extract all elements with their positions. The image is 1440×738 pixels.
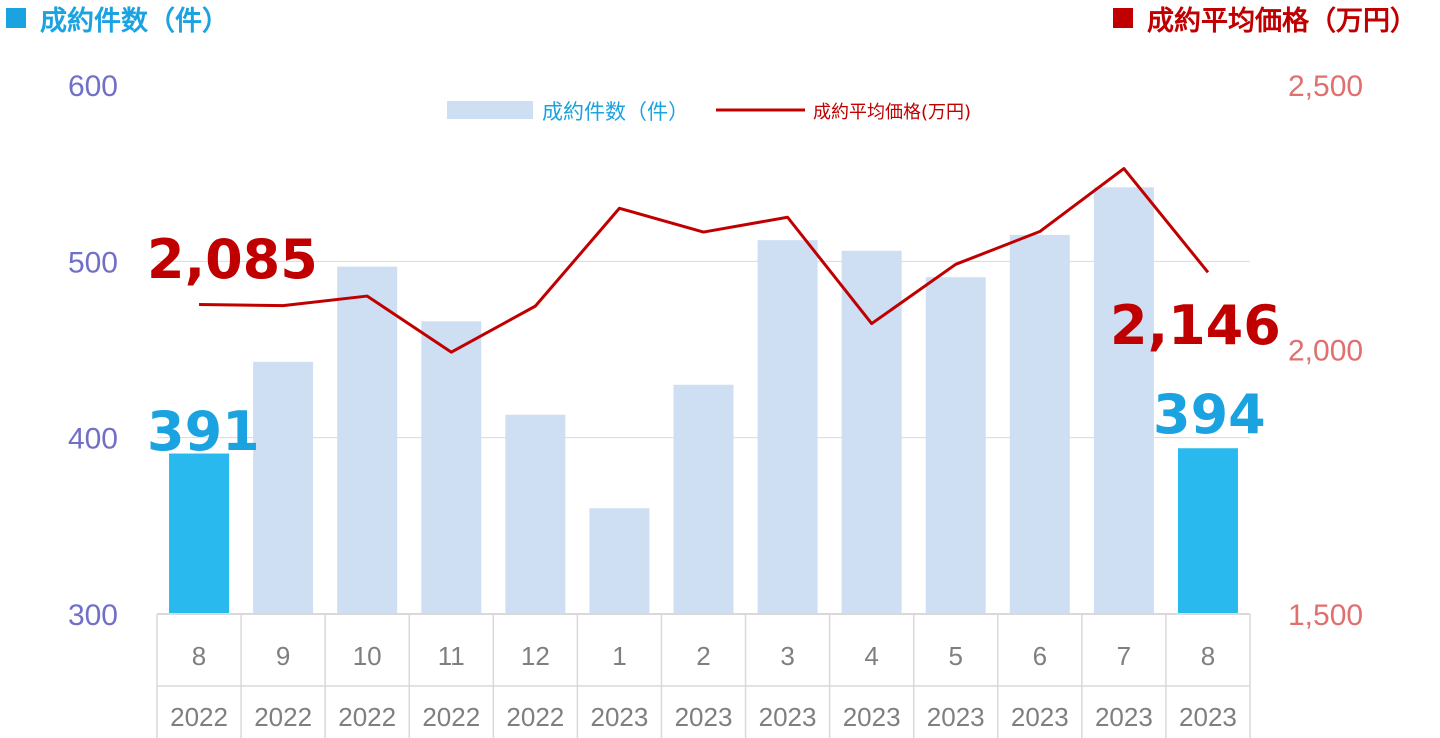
year-label: 2022 <box>422 702 480 732</box>
month-label: 7 <box>1117 641 1131 671</box>
left-axis-ticks: 300 400 500 600 <box>68 70 118 632</box>
right-tick-label: 2,500 <box>1288 70 1363 103</box>
month-label: 11 <box>438 641 465 671</box>
left-header-square-icon <box>6 8 26 28</box>
left-tick-label: 400 <box>68 423 118 456</box>
price-line <box>198 167 1210 354</box>
year-label: 2022 <box>506 702 564 732</box>
left-axis-title: 成約件数（件） <box>40 5 229 37</box>
bar <box>505 414 566 614</box>
left-tick-label: 300 <box>68 599 118 632</box>
bar <box>1093 187 1154 615</box>
year-label: 2022 <box>254 702 312 732</box>
year-label: 2023 <box>927 702 985 732</box>
right-axis-header: 成約平均価格（万円） <box>1113 5 1417 37</box>
bars <box>169 187 1238 615</box>
bar <box>757 240 818 614</box>
year-label: 2022 <box>170 702 228 732</box>
month-label: 2 <box>696 641 710 671</box>
right-header-square-icon <box>1113 8 1133 28</box>
bar <box>337 266 398 614</box>
month-label: 8 <box>192 641 206 671</box>
right-tick-label: 2,000 <box>1288 335 1363 368</box>
month-label: 4 <box>864 641 878 671</box>
month-label: 6 <box>1033 641 1047 671</box>
month-label: 3 <box>780 641 794 671</box>
legend-bar-label: 成約件数（件） <box>542 100 689 124</box>
bar <box>841 250 902 614</box>
year-label: 2023 <box>1179 702 1237 732</box>
month-label: 1 <box>612 641 626 671</box>
first-count-annotation: 391 <box>147 400 260 463</box>
year-label: 2023 <box>1095 702 1153 732</box>
month-label: 9 <box>276 641 290 671</box>
year-label: 2023 <box>1011 702 1069 732</box>
year-label: 2022 <box>338 702 396 732</box>
bar <box>589 508 650 614</box>
month-label: 8 <box>1201 641 1215 671</box>
last-count-annotation: 394 <box>1153 383 1266 446</box>
right-axis-ticks: 1,500 2,000 2,500 <box>1288 70 1363 632</box>
bar <box>925 277 986 614</box>
bar <box>169 453 230 614</box>
left-tick-label: 600 <box>68 70 118 103</box>
month-label: 5 <box>948 641 962 671</box>
bar <box>421 321 482 614</box>
bar <box>253 361 314 614</box>
legend: 成約件数（件） 成約平均価格(万円) <box>447 100 971 124</box>
legend-bar-swatch <box>447 101 533 119</box>
year-label: 2023 <box>843 702 901 732</box>
year-label: 2023 <box>675 702 733 732</box>
left-tick-label: 500 <box>68 246 118 279</box>
last-price-annotation: 2,146 <box>1110 294 1281 357</box>
left-axis-header: 成約件数（件） <box>6 5 229 37</box>
bar <box>1009 234 1070 614</box>
right-tick-label: 1,500 <box>1288 599 1363 632</box>
month-label: 10 <box>353 641 382 671</box>
year-label: 2023 <box>759 702 817 732</box>
month-label: 12 <box>521 641 550 671</box>
bar <box>673 384 734 614</box>
year-label: 2023 <box>591 702 649 732</box>
legend-line-label: 成約平均価格(万円) <box>813 102 971 123</box>
right-axis-title: 成約平均価格（万円） <box>1147 5 1417 37</box>
first-price-annotation: 2,085 <box>147 228 318 291</box>
bar <box>1177 448 1238 614</box>
